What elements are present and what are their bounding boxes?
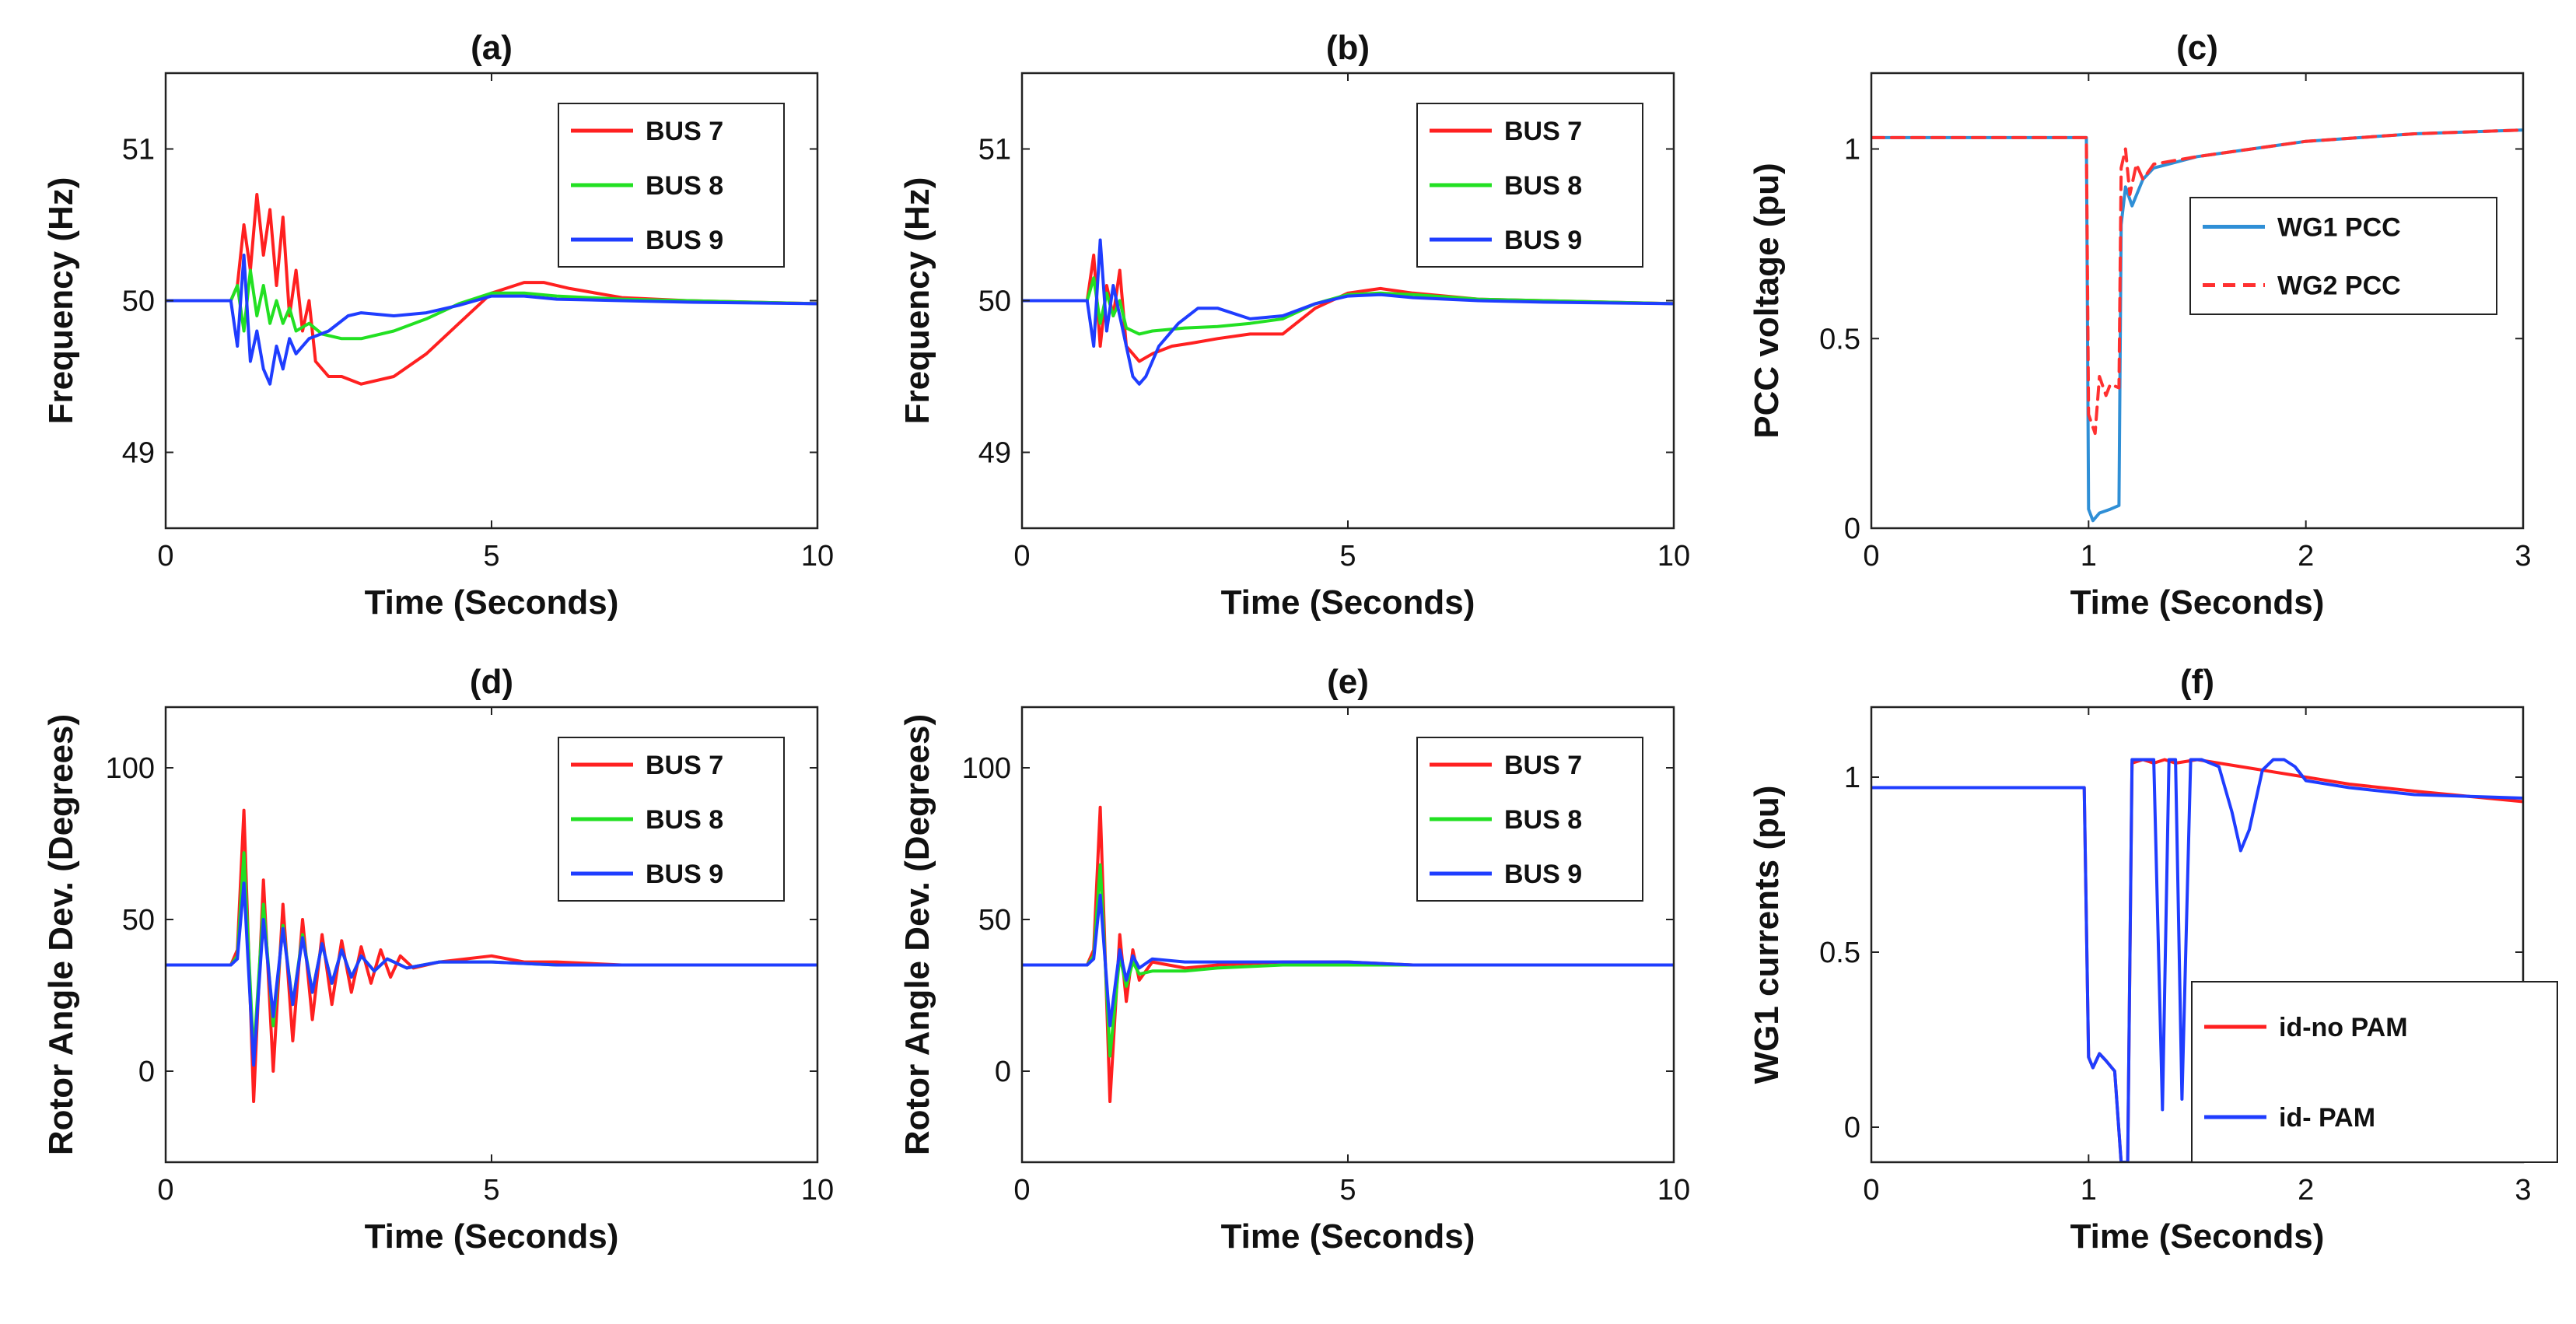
- y-tick-label: 0: [995, 1056, 1011, 1088]
- y-axis-label: Frequency (Hz): [898, 177, 936, 425]
- panel-title: (a): [471, 29, 513, 67]
- y-axis-label: Frequency (Hz): [42, 177, 80, 425]
- legend-label: BUS 7: [646, 117, 723, 146]
- y-tick-label: 50: [978, 285, 1011, 318]
- legend-label: BUS 9: [1504, 226, 1582, 255]
- panel-title: (d): [470, 663, 513, 701]
- legend: BUS 7 BUS 8 BUS 9: [1416, 737, 1643, 902]
- panel-title: (e): [1327, 663, 1369, 701]
- y-tick-label: 100: [962, 752, 1011, 785]
- series-line-bus-8: [1022, 276, 1674, 336]
- x-tick-label: 2: [2298, 540, 2314, 573]
- x-tick-label: 10: [801, 540, 834, 573]
- x-tick-label: 0: [1863, 540, 1879, 573]
- legend-label: BUS 7: [1504, 751, 1582, 780]
- y-tick-label: 0.5: [1819, 323, 1860, 356]
- y-tick-label: 51: [122, 134, 155, 166]
- series-line-bus-8: [166, 268, 817, 341]
- y-axis-label: WG1 currents (pu): [1748, 786, 1786, 1084]
- x-tick-label: 10: [1657, 540, 1690, 573]
- x-tick-label: 0: [157, 1174, 173, 1207]
- x-axis-label: Time (Seconds): [1221, 583, 1475, 622]
- legend-label: BUS 9: [646, 226, 723, 255]
- legend-label: BUS 8: [1504, 805, 1582, 835]
- panel-a: 0 5 10 49 50 51 (a) Time (Seconds) Frequency (Hz…: [42, 29, 834, 622]
- legend-label: BUS 8: [646, 805, 723, 835]
- x-axis-label: Time (Seconds): [2070, 583, 2325, 622]
- legend-label: BUS 7: [1504, 117, 1582, 146]
- y-axis-label: PCC voltage (pu): [1748, 163, 1786, 438]
- x-tick-label: 3: [2515, 540, 2531, 573]
- panel-f: 0 1 2 3 0 0.5 1 (f) Time (Seconds) WG1 currents (…: [1748, 663, 2558, 1256]
- legend-label: BUS 8: [646, 171, 723, 201]
- legend-label: BUS 7: [646, 751, 723, 780]
- y-tick-label: 1: [1844, 762, 1860, 794]
- series-line-wg2-pcc: [1871, 128, 2523, 436]
- legend-box: [2189, 197, 2497, 315]
- legend-label: id- PAM: [2279, 1103, 2375, 1133]
- panel-title: (c): [2176, 29, 2218, 67]
- panel-title: (f): [2180, 663, 2214, 701]
- panel-title: (b): [1326, 29, 1370, 67]
- x-tick-label: 10: [1657, 1174, 1690, 1207]
- legend-label: BUS 9: [1504, 860, 1582, 889]
- x-tick-label: 5: [1339, 540, 1356, 573]
- x-axis-label: Time (Seconds): [2070, 1217, 2325, 1256]
- panel-b: 0 5 10 49 50 51 (b) Time (Seconds) Frequency (Hz…: [898, 29, 1690, 622]
- x-tick-label: 5: [483, 1174, 499, 1207]
- x-tick-label: 5: [483, 540, 499, 573]
- legend-label: WG2 PCC: [2277, 271, 2401, 301]
- y-axis-label: Rotor Angle Dev. (Degrees): [42, 714, 80, 1155]
- y-axis-label: Rotor Angle Dev. (Degrees): [898, 714, 936, 1155]
- x-axis-label: Time (Seconds): [365, 583, 619, 622]
- series-line-bus-9: [166, 881, 817, 1067]
- series-line-bus-7: [166, 193, 817, 386]
- series-line-bus-9: [1022, 893, 1674, 1028]
- y-tick-label: 49: [122, 437, 155, 470]
- y-tick-label: 51: [978, 134, 1011, 166]
- y-tick-label: 49: [978, 437, 1011, 470]
- x-axis-label: Time (Seconds): [1221, 1217, 1475, 1256]
- x-tick-label: 0: [1863, 1174, 1879, 1207]
- legend-label: id-no PAM: [2279, 1013, 2408, 1042]
- legend-label: BUS 8: [1504, 171, 1582, 201]
- legend: WG1 PCC WG2 PCC: [2189, 197, 2497, 315]
- x-tick-label: 3: [2515, 1174, 2531, 1207]
- y-tick-label: 50: [122, 904, 155, 937]
- legend-box: [2191, 981, 2558, 1163]
- y-tick-label: 50: [122, 285, 155, 318]
- series-line-bus-9: [166, 254, 817, 386]
- series-line-id-pam: [1871, 758, 2523, 1162]
- legend: BUS 7 BUS 8 BUS 9: [558, 737, 785, 902]
- x-tick-label: 1: [2081, 1174, 2097, 1207]
- x-tick-label: 0: [1013, 540, 1030, 573]
- x-tick-label: 0: [1013, 1174, 1030, 1207]
- x-axis-label: Time (Seconds): [365, 1217, 619, 1256]
- x-tick-label: 5: [1339, 1174, 1356, 1207]
- y-tick-label: 0: [138, 1056, 155, 1088]
- legend: id-no PAM id- PAM: [2191, 981, 2558, 1163]
- y-tick-label: 1: [1844, 134, 1860, 166]
- x-tick-label: 0: [157, 540, 173, 573]
- y-tick-label: 0: [1844, 1112, 1860, 1144]
- axes-frame: [1870, 72, 2525, 530]
- panel-c: 0 1 2 3 0 0.5 1 (c) Time (Seconds) PCC voltage (p…: [1748, 29, 2532, 622]
- legend-label: WG1 PCC: [2277, 213, 2401, 243]
- y-tick-label: 0: [1844, 513, 1860, 545]
- y-tick-label: 100: [106, 752, 155, 785]
- x-tick-label: 1: [2081, 540, 2097, 573]
- y-tick-label: 0.5: [1819, 937, 1860, 969]
- series-line-bus-8: [1022, 863, 1674, 1058]
- x-tick-label: 10: [801, 1174, 834, 1207]
- series-line-bus-9: [1022, 238, 1674, 386]
- legend: BUS 7 BUS 8 BUS 9: [558, 103, 785, 268]
- legend: BUS 7 BUS 8 BUS 9: [1416, 103, 1643, 268]
- legend-label: BUS 9: [646, 860, 723, 889]
- y-tick-label: 50: [978, 904, 1011, 937]
- x-tick-label: 2: [2298, 1174, 2314, 1207]
